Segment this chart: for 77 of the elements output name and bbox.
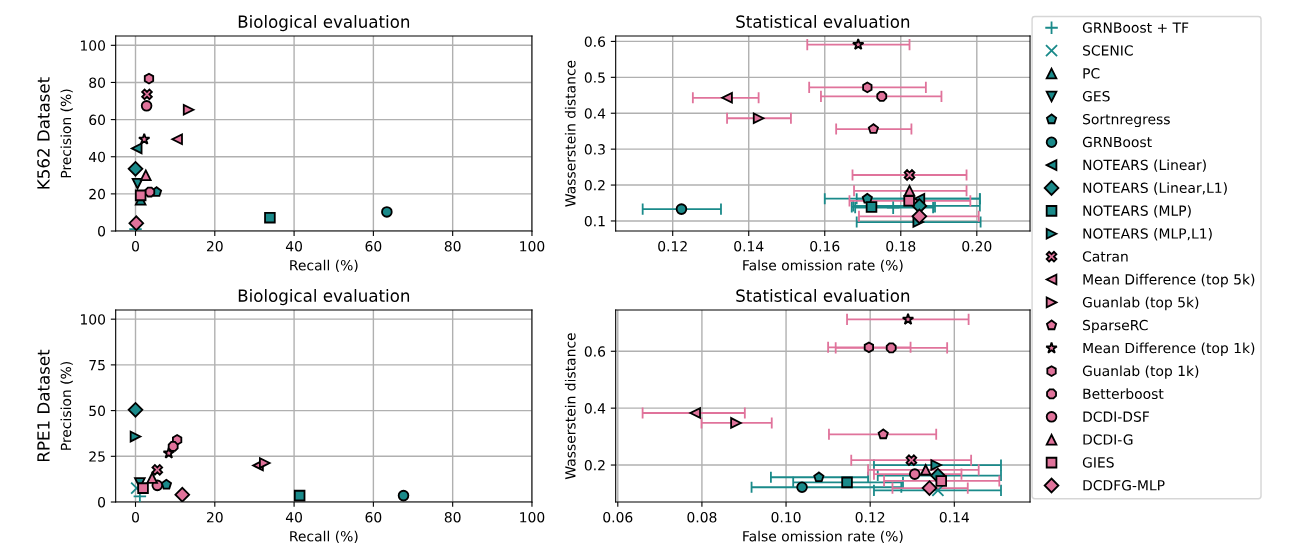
y-tick-label: 20 xyxy=(89,188,106,200)
chart-title: Biological evaluation xyxy=(238,15,410,32)
x-tick-label: 80 xyxy=(444,511,461,523)
y-axis-title: Wasserstein distance xyxy=(564,60,576,207)
x-tick-label: 60 xyxy=(365,240,382,252)
y-tick-label: 0.6 xyxy=(584,36,606,47)
legend-label: GRNBoost + TF xyxy=(1082,22,1189,33)
legend-label: Mean Difference (top 5k) xyxy=(1083,273,1255,288)
x-tick-label: 80 xyxy=(444,240,461,252)
y-tick-label: 0.1 xyxy=(584,215,605,227)
y-tick-label: 0.6 xyxy=(584,346,606,357)
legend-label: NOTEARS (Linear) xyxy=(1083,159,1206,172)
y-tick-label: 0.3 xyxy=(584,144,605,155)
y-tick-label: 100 xyxy=(80,40,106,51)
legend-label: NOTEARS (Linear,L1) xyxy=(1083,182,1227,195)
x-tick-label: 0.18 xyxy=(886,240,916,252)
x-tick-label: 0.16 xyxy=(810,240,840,252)
x-tick-label: 40 xyxy=(285,240,302,252)
x-axis-title: False omission rate (%) xyxy=(743,259,903,273)
x-tick-label: 0 xyxy=(132,511,139,523)
legend-label: Betterboost xyxy=(1083,388,1164,400)
text: RPE1 Dataset xyxy=(37,349,50,462)
x-tick-label: 20 xyxy=(206,511,223,523)
chart-title: Statistical evaluation xyxy=(736,289,910,302)
x-tick-label: 0.06 xyxy=(603,511,633,523)
legend-label: DCDI-G xyxy=(1083,434,1133,445)
y-tick-label: 0.4 xyxy=(584,403,606,414)
legend-label: PC xyxy=(1083,68,1100,79)
y-axis-title: Precision (%) xyxy=(60,362,73,450)
y-tick-label: 0.5 xyxy=(584,72,605,83)
x-tick-label: 0.08 xyxy=(687,511,717,523)
y-tick-label: 25 xyxy=(89,451,105,462)
y-tick-label: 40 xyxy=(88,151,106,163)
y-axis-title: Wasserstein distance xyxy=(564,333,576,480)
y-tick-label: 75 xyxy=(89,360,105,371)
legend-label: GRNBoost xyxy=(1082,136,1152,148)
legend-label: Mean Difference (top 1k) xyxy=(1083,342,1255,356)
y-tick-label: 100 xyxy=(80,314,106,325)
x-tick-label: 100 xyxy=(520,240,545,252)
legend-label: DCDFG-MLP xyxy=(1083,480,1165,491)
legend-label: Catran xyxy=(1082,251,1128,262)
legend-label: SCENIC xyxy=(1083,45,1133,56)
legend-label: SparseRC xyxy=(1083,319,1148,334)
x-axis-title: Recall (%) xyxy=(290,259,358,273)
x-tick-label: 40 xyxy=(285,511,302,523)
y-tick-label: 50 xyxy=(89,405,106,417)
legend-label: GIES xyxy=(1082,457,1114,468)
x-axis-title: Recall (%) xyxy=(290,530,358,544)
x-tick-label: 0.14 xyxy=(734,240,764,252)
legend-label: DCDI-DSF xyxy=(1083,411,1149,422)
y-tick-label: 0 xyxy=(98,225,106,237)
legend-label: Guanlab (top 5k) xyxy=(1082,296,1199,311)
x-tick-label: 0 xyxy=(132,240,139,252)
y-tick-label: 0.2 xyxy=(584,180,605,191)
y-tick-label: 0.2 xyxy=(584,460,605,471)
x-tick-label: 0.14 xyxy=(939,511,969,523)
y-tick-label: 80 xyxy=(89,77,106,88)
y-tick-label: 60 xyxy=(89,114,106,126)
chart-title: Biological evaluation xyxy=(238,289,410,306)
text: K562 Dataset xyxy=(37,77,50,189)
chart-title: Statistical evaluation xyxy=(736,15,910,28)
x-tick-label: 60 xyxy=(365,511,382,523)
x-tick-label: 0.12 xyxy=(658,240,687,252)
legend-label: Guanlab (top 1k) xyxy=(1082,365,1199,379)
x-tick-label: 0.12 xyxy=(855,511,885,523)
y-axis-title: Precision (%) xyxy=(60,89,73,178)
y-tick-label: 0.4 xyxy=(584,108,606,119)
x-tick-label: 100 xyxy=(520,511,545,523)
x-tick-label: 0.20 xyxy=(962,240,992,252)
x-tick-label: 0.10 xyxy=(771,511,801,523)
legend-label: NOTEARS (MLP) xyxy=(1083,205,1191,218)
legend-label: GES xyxy=(1082,90,1110,102)
legend-label: NOTEARS (MLP,L1) xyxy=(1083,228,1212,241)
x-axis-title: False omission rate (%) xyxy=(743,530,903,544)
y-tick-label: 0 xyxy=(98,496,106,508)
x-tick-label: 20 xyxy=(206,240,223,252)
legend-label: Sortnregress xyxy=(1083,113,1170,128)
